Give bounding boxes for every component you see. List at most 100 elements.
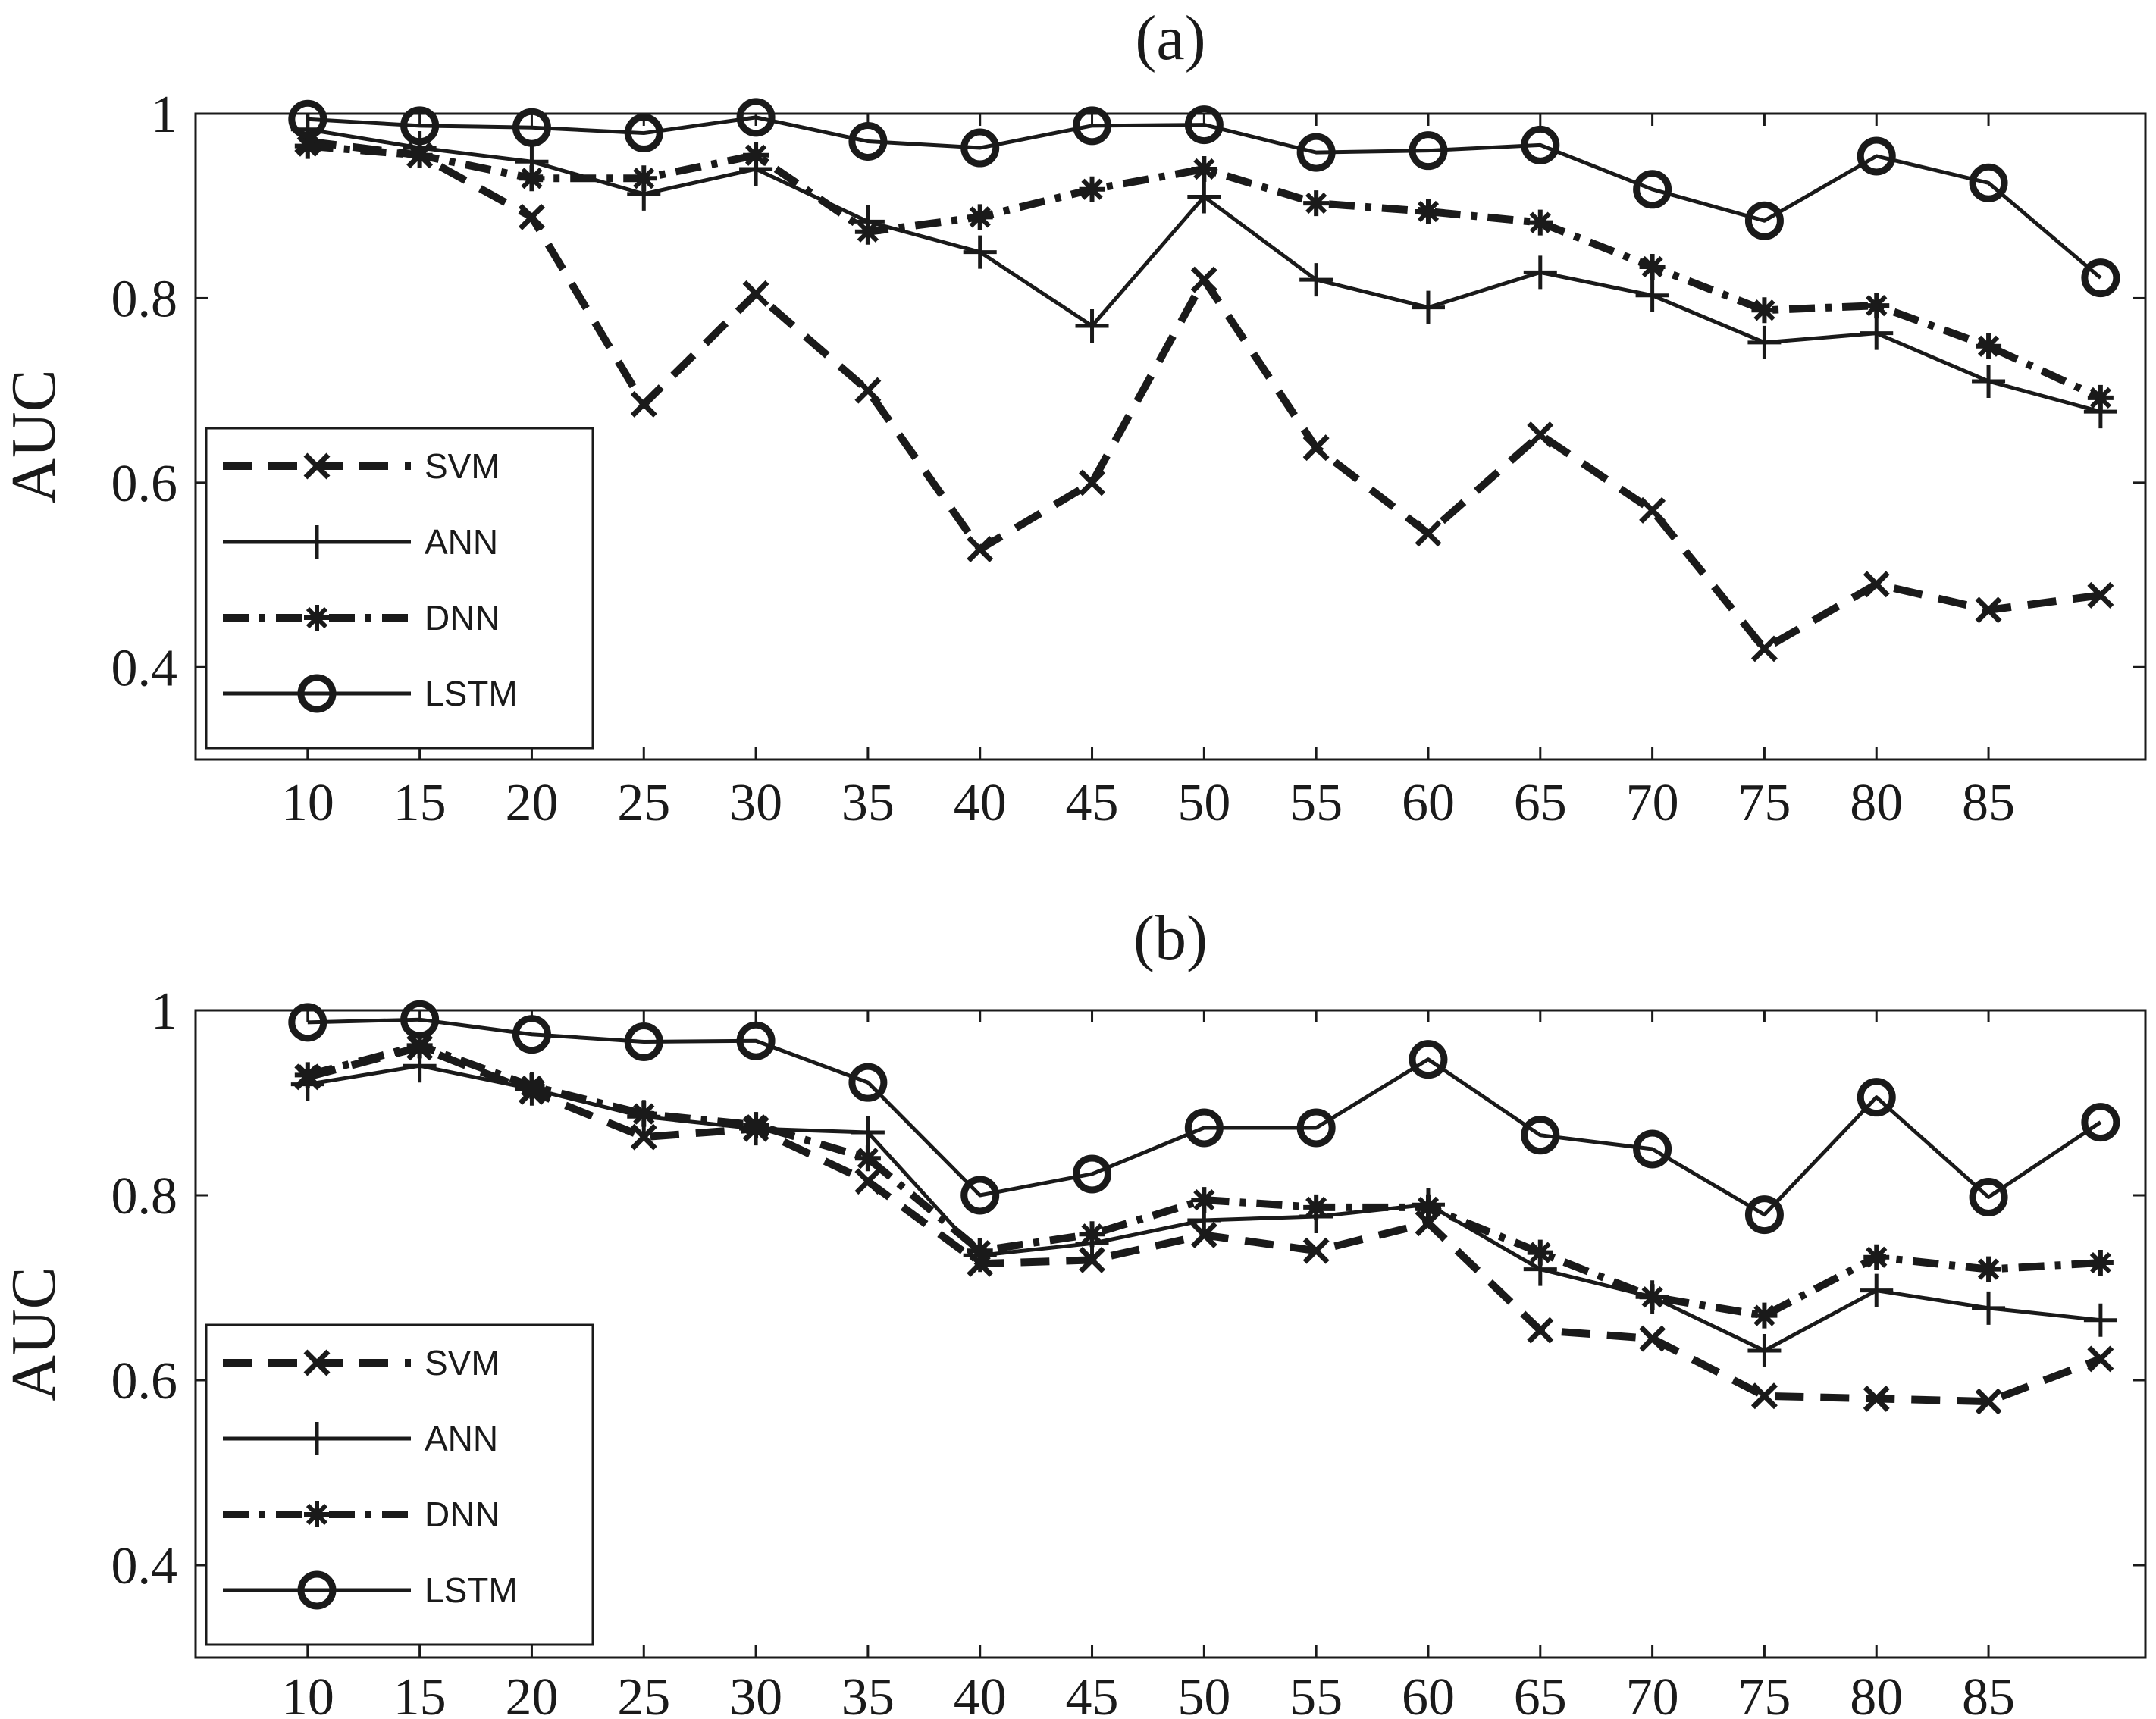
axes-frame bbox=[194, 1009, 2147, 1659]
x-tick-label: 85 bbox=[1962, 1668, 2015, 1719]
series-dnn bbox=[294, 133, 2114, 411]
axes-frame bbox=[194, 112, 2147, 761]
x-tick-label: 30 bbox=[729, 1668, 782, 1719]
data-point-lstm bbox=[512, 1015, 551, 1054]
data-point-svm bbox=[1975, 596, 2002, 624]
x-tick-label: 70 bbox=[1626, 774, 1679, 832]
data-point-lstm bbox=[1184, 105, 1224, 145]
x-tick-label: 80 bbox=[1850, 1668, 1903, 1719]
data-point-svm bbox=[1415, 520, 1442, 547]
legend-label-dnn: DNN bbox=[425, 1495, 500, 1534]
series-ann bbox=[290, 1049, 2117, 1367]
data-point-dnn bbox=[1863, 1244, 1890, 1270]
data-point-svm bbox=[2087, 1345, 2114, 1373]
data-point-lstm bbox=[1744, 201, 1784, 240]
data-point-dnn bbox=[1415, 199, 1441, 225]
legend-label-svm: SVM bbox=[425, 446, 500, 486]
data-point-lstm bbox=[848, 122, 888, 161]
data-point-lstm bbox=[1969, 1177, 2008, 1216]
x-tick-label: 75 bbox=[1738, 774, 1791, 832]
legend-marker-ann bbox=[300, 1422, 334, 1455]
data-point-dnn bbox=[1863, 293, 1890, 319]
y-tick-label: 0.8 bbox=[111, 270, 178, 328]
x-tick-label: 15 bbox=[393, 1668, 447, 1719]
data-point-dnn bbox=[1415, 1194, 1441, 1220]
data-point-lstm bbox=[2081, 258, 2120, 298]
chart-title: (b) bbox=[1133, 903, 1208, 973]
data-point-ann bbox=[1972, 364, 2006, 398]
x-tick-label: 10 bbox=[281, 774, 334, 832]
data-point-lstm bbox=[736, 98, 776, 137]
data-point-lstm bbox=[1184, 1108, 1224, 1148]
series-dnn bbox=[294, 1032, 2114, 1329]
data-point-ann bbox=[2083, 1303, 2117, 1337]
legend-box bbox=[205, 427, 594, 750]
data-point-ann bbox=[1635, 278, 1669, 312]
x-tick-label: 60 bbox=[1402, 1668, 1455, 1719]
data-point-lstm bbox=[1409, 131, 1448, 171]
x-tick-label: 65 bbox=[1514, 1668, 1567, 1719]
data-point-svm bbox=[1190, 266, 1217, 293]
data-point-lstm bbox=[1857, 136, 1896, 176]
legend-box bbox=[205, 1323, 594, 1646]
data-point-dnn bbox=[519, 1073, 545, 1100]
data-point-dnn bbox=[1976, 1256, 2002, 1282]
x-tick-label: 50 bbox=[1177, 774, 1230, 832]
data-point-svm bbox=[854, 1168, 882, 1195]
x-tick-label: 35 bbox=[841, 1668, 895, 1719]
series-line-dnn bbox=[307, 142, 2102, 402]
data-point-ann bbox=[1972, 1291, 2006, 1325]
data-point-lstm bbox=[1521, 1116, 1560, 1155]
x-tick-label: 20 bbox=[505, 1668, 558, 1719]
data-point-dnn bbox=[1191, 156, 1217, 183]
x-tick-label: 20 bbox=[505, 774, 558, 832]
legend-label-ann: ANN bbox=[425, 1419, 498, 1458]
data-point-dnn bbox=[406, 142, 433, 168]
data-point-dnn bbox=[1079, 176, 1105, 202]
x-tick-label: 70 bbox=[1626, 1668, 1679, 1719]
legend-marker-dnn bbox=[304, 1501, 330, 1527]
data-point-lstm bbox=[1521, 125, 1560, 164]
data-point-dnn bbox=[1639, 254, 1666, 280]
data-point-ann bbox=[1747, 1333, 1782, 1367]
data-point-svm bbox=[854, 377, 882, 404]
x-tick-label: 40 bbox=[954, 774, 1007, 832]
data-point-lstm bbox=[624, 114, 663, 153]
series-line-dnn bbox=[306, 1041, 2101, 1320]
data-point-ann bbox=[1747, 325, 1782, 359]
legend-label-lstm: LSTM bbox=[425, 1570, 518, 1610]
legend-marker-ann bbox=[300, 525, 334, 559]
chart-title: (a) bbox=[1135, 3, 1205, 74]
data-point-dnn bbox=[1079, 1221, 1105, 1248]
data-point-lstm bbox=[1073, 1154, 1112, 1194]
chart-panel-b: (b) AUC 0.4 0.6 0.8 1 10 15 20 25 30 35 40 45 50 55 60 65… bbox=[0, 903, 2147, 1719]
data-point-dnn bbox=[1527, 1239, 1553, 1266]
data-point-dnn bbox=[743, 1112, 769, 1138]
x-tick-label: 55 bbox=[1290, 774, 1343, 832]
x-tick-label: 15 bbox=[393, 774, 447, 832]
data-point-svm bbox=[1975, 1388, 2002, 1415]
data-point-dnn bbox=[743, 142, 769, 168]
data-point-dnn bbox=[1303, 1194, 1330, 1220]
chart-panel-a: (a) AUC 0.4 0.6 0.8 1 10 15 20 25 30 35 40 45 50 55 60 65… bbox=[0, 3, 2147, 832]
data-point-svm bbox=[630, 390, 657, 418]
data-point-ann bbox=[963, 235, 997, 269]
data-point-dnn bbox=[967, 1238, 993, 1264]
data-point-lstm bbox=[848, 1063, 888, 1102]
data-point-dnn bbox=[406, 1032, 433, 1059]
data-point-lstm bbox=[960, 1176, 1000, 1215]
y-tick-label: 0.4 bbox=[111, 1537, 178, 1595]
data-point-lstm bbox=[1857, 1078, 1896, 1117]
data-point-dnn bbox=[519, 165, 545, 192]
x-tick-label: 45 bbox=[1066, 774, 1119, 832]
data-point-lstm bbox=[400, 1000, 440, 1039]
y-tick-label: 1 bbox=[151, 982, 177, 1041]
data-point-dnn bbox=[1751, 297, 1778, 324]
x-tick-label: 80 bbox=[1850, 774, 1903, 832]
legend-marker-lstm bbox=[297, 1570, 337, 1610]
x-tick-label: 50 bbox=[1177, 1668, 1230, 1719]
series-lstm bbox=[288, 98, 2120, 298]
data-point-ann bbox=[1411, 290, 1445, 324]
legend-label-ann: ANN bbox=[425, 522, 498, 562]
